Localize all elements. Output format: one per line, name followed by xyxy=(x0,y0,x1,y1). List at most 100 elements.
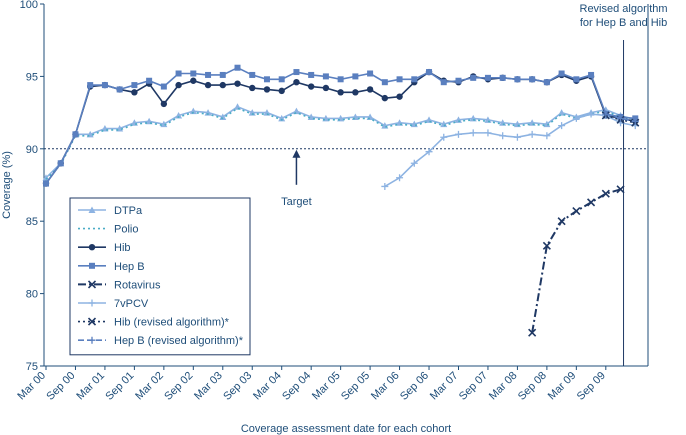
data-point-dtpa xyxy=(292,107,300,115)
data-point-hib xyxy=(307,83,315,90)
data-point-dtpa xyxy=(204,109,212,116)
y-tick-label: 80 xyxy=(26,289,38,301)
x-tick-label: Mar 04 xyxy=(251,370,284,403)
legend-marker-hib-revised-algorithm xyxy=(87,317,97,326)
x-tick-label: Mar 05 xyxy=(310,370,343,403)
target-label: Target xyxy=(281,196,312,208)
x-tick-label: Mar 06 xyxy=(369,370,402,403)
data-point-hep-b-revised-algorithm xyxy=(617,114,625,122)
data-point-hib xyxy=(381,94,389,102)
data-point-dtpa xyxy=(558,109,566,116)
data-point-7vpcv xyxy=(587,110,595,118)
legend-label-hep-b: Hep B xyxy=(114,261,145,273)
data-point-hib xyxy=(175,81,182,89)
data-point-7vpcv xyxy=(513,133,521,141)
data-point-dtpa xyxy=(42,174,50,181)
legend: DTPa Polio Hib Hep B Rotavirus 7vPCV Hib (revi… xyxy=(69,197,251,356)
legend-item-dtpa: DTPa xyxy=(78,205,143,217)
x-tick-label: Sep 03 xyxy=(221,370,254,403)
x-tick-label: Mar 07 xyxy=(428,370,461,403)
y-tick-label: 85 xyxy=(26,216,38,228)
data-point-7vpcv xyxy=(410,159,418,167)
series-dtpa xyxy=(42,103,639,181)
data-point-7vpcv xyxy=(558,122,566,130)
data-point-hep-b xyxy=(43,180,49,187)
data-point-rotavirus xyxy=(572,206,581,216)
legend-label-hib: Hib xyxy=(114,242,131,254)
legend-label-hib-revised-algorithm: Hib (revised algorithm)* xyxy=(114,317,230,329)
series-line-hib xyxy=(45,71,636,185)
data-point-hep-b xyxy=(234,64,241,71)
data-point-hep-b xyxy=(529,76,536,83)
data-point-7vpcv xyxy=(425,148,433,156)
series-line-hep-b-revised-algorithm xyxy=(605,113,636,123)
data-point-hep-b xyxy=(293,69,300,76)
data-point-dtpa xyxy=(425,116,433,123)
x-tick-label: Mar 08 xyxy=(487,370,520,403)
data-point-hib xyxy=(204,81,212,89)
data-point-hep-b xyxy=(160,83,167,90)
legend-label-dtpa: DTPa xyxy=(114,205,143,217)
data-point-hep-b xyxy=(205,71,212,78)
legend-item-hib: Hib xyxy=(78,242,131,254)
data-point-7vpcv xyxy=(381,182,389,190)
data-point-hep-b xyxy=(322,73,329,80)
data-point-7vpcv xyxy=(469,129,477,137)
legend-item-hep-b-revised-algorithm: Hep B (revised algorithm)* xyxy=(78,335,244,347)
legend-label-7vpcv: 7vPCV xyxy=(114,298,149,310)
data-point-dtpa xyxy=(160,120,168,128)
data-point-dtpa xyxy=(248,109,256,116)
data-point-hep-b xyxy=(146,77,153,84)
data-point-hib xyxy=(234,80,241,87)
data-point-hep-b xyxy=(470,74,477,81)
data-point-7vpcv xyxy=(440,133,448,141)
data-point-hep-b-revised-algorithm xyxy=(602,110,610,118)
y-axis-title: Coverage (%) xyxy=(1,151,13,219)
data-point-7vpcv xyxy=(499,132,507,140)
legend-item-hib-revised-algorithm: Hib (revised algorithm)* xyxy=(78,317,230,329)
legend-marker-dtpa xyxy=(88,206,96,213)
legend-marker-hep-b xyxy=(89,262,95,269)
data-point-hib xyxy=(337,89,344,96)
legend-label-hep-b-revised-algorithm: Hep B (revised algorithm)* xyxy=(114,335,244,347)
data-point-7vpcv xyxy=(484,129,492,137)
data-point-hep-b xyxy=(396,76,403,83)
data-point-hib xyxy=(190,77,197,84)
data-point-hep-b xyxy=(190,70,197,77)
x-axis-title: Coverage assessment date for each cohort xyxy=(241,423,451,435)
data-point-hep-b xyxy=(426,69,433,76)
data-point-hep-b xyxy=(573,76,580,83)
data-point-hep-b xyxy=(367,70,374,77)
data-point-7vpcv xyxy=(454,130,462,138)
target-arrow-head xyxy=(292,149,301,158)
legend-box xyxy=(69,197,251,356)
data-point-dtpa xyxy=(189,107,197,115)
legend-marker-hib xyxy=(88,244,96,251)
data-point-hep-b xyxy=(411,76,418,83)
annotation-line-2: for Hep B and Hib xyxy=(580,17,667,29)
y-tick-label: 90 xyxy=(26,144,38,156)
data-point-rotavirus xyxy=(557,217,566,226)
x-tick-label: Mar 00 xyxy=(15,370,48,403)
data-point-hep-b xyxy=(558,70,565,77)
legend-label-rotavirus: Rotavirus xyxy=(114,279,161,291)
data-point-hep-b xyxy=(381,79,388,86)
x-tick-label: Sep 06 xyxy=(398,370,431,403)
data-point-rotavirus xyxy=(601,189,610,198)
x-tick-label: Sep 02 xyxy=(162,370,195,403)
data-point-hib xyxy=(396,93,403,100)
data-point-rotavirus xyxy=(542,241,551,250)
data-point-rotavirus xyxy=(587,198,596,207)
x-tick-label: Mar 01 xyxy=(74,370,107,403)
data-point-7vpcv xyxy=(528,130,536,138)
data-point-hep-b xyxy=(543,79,550,86)
x-tick-label: Mar 03 xyxy=(192,370,225,403)
data-point-hep-b xyxy=(87,82,94,89)
data-point-hep-b xyxy=(72,131,79,138)
legend-item-7vpcv: 7vPCV xyxy=(78,298,149,310)
data-point-hep-b xyxy=(57,160,64,167)
series-rotavirus xyxy=(528,185,625,337)
series-line-7vpcv xyxy=(384,113,636,188)
legend-item-rotavirus: Rotavirus xyxy=(78,279,161,291)
